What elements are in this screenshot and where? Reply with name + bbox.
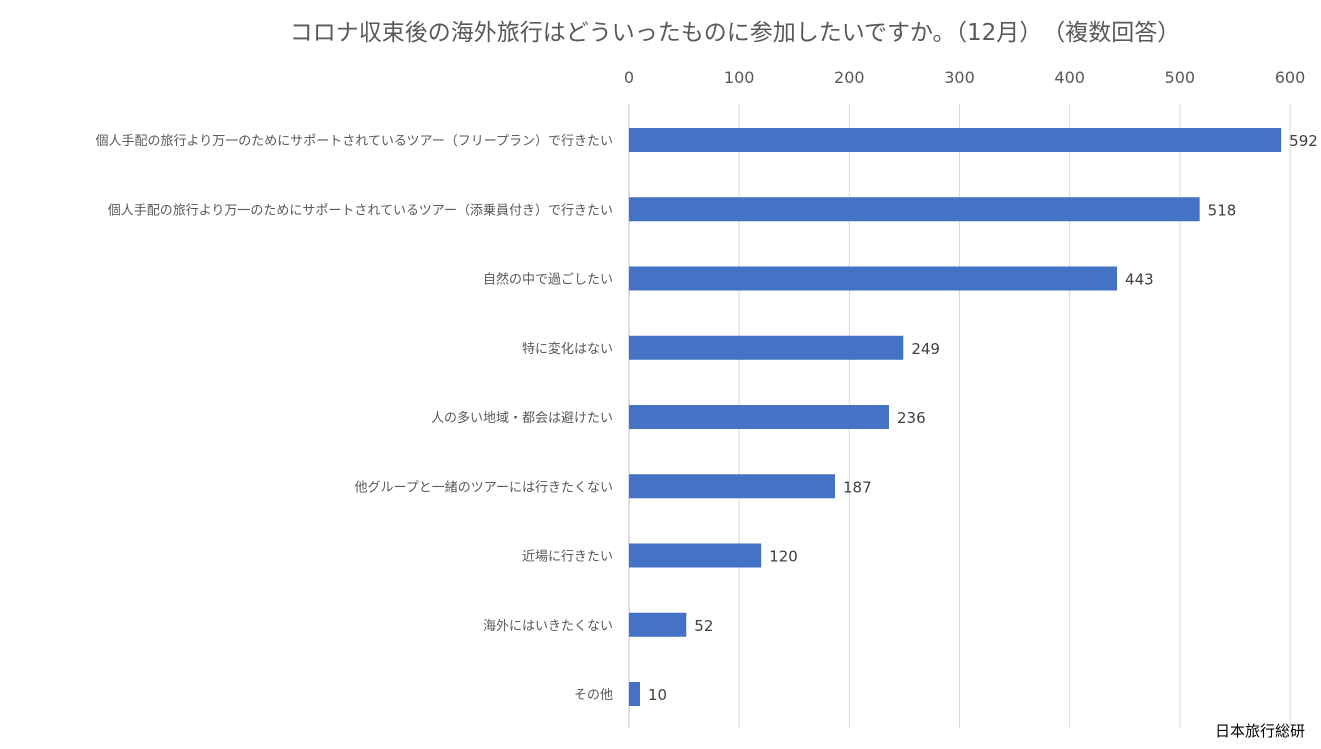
data-label: 443 (1125, 271, 1154, 289)
data-label: 120 (769, 548, 798, 566)
source-label: 日本旅行総研 (1215, 722, 1305, 740)
data-label: 249 (911, 340, 940, 358)
x-tick-label: 300 (944, 68, 975, 87)
category-label: 自然の中で過ごしたい (483, 272, 613, 288)
data-label: 518 (1208, 201, 1237, 219)
x-tick-label: 100 (724, 68, 755, 87)
category-label: 近場に行きたい (522, 550, 613, 565)
x-tick-label: 400 (1054, 68, 1085, 87)
bar (629, 612, 687, 637)
data-label: 52 (694, 617, 713, 635)
data-labels: 592 518 443 249 236 187 120 52 10 (648, 132, 1318, 704)
bar (629, 682, 641, 706)
x-tick-label: 200 (834, 68, 865, 87)
data-label: 236 (897, 409, 926, 427)
chart-title: コロナ収束後の海外旅行はどういったものに参加したいですか。（12月） （複数回答… (290, 20, 1181, 46)
bar (629, 197, 1200, 222)
x-axis-ticks: 0 100 200 300 400 500 600 (624, 68, 1305, 87)
category-labels: 個人手配の旅行より万一のためにサポートされているツアー（フリープラン）で行きたい… (95, 134, 613, 703)
category-label: 個人手配の旅行より万一のためにサポートされているツアー（フリープラン）で行きたい (95, 134, 613, 149)
category-label: 特に変化はない (522, 341, 613, 357)
category-label: その他 (574, 688, 613, 703)
bar (629, 474, 836, 499)
category-label: 他グループと一緒のツアーには行きたくない (355, 480, 613, 495)
x-tick-label: 500 (1165, 68, 1196, 87)
data-label: 187 (843, 478, 872, 496)
bars (629, 128, 1282, 706)
x-tick-label: 600 (1275, 68, 1306, 87)
bar (629, 543, 762, 568)
category-label: 海外にはいきたくない (483, 619, 613, 634)
data-label: 592 (1289, 132, 1318, 150)
x-tick-label: 0 (624, 68, 634, 87)
bar (629, 266, 1118, 291)
bar (629, 128, 1282, 152)
category-label: 個人手配の旅行より万一のためにサポートされているツアー（添乗員付き）で行きたい (108, 203, 613, 218)
bar (629, 405, 889, 429)
category-label: 人の多い地域・都会は避けたい (431, 410, 613, 426)
bar (629, 335, 904, 360)
data-label: 10 (648, 686, 667, 704)
